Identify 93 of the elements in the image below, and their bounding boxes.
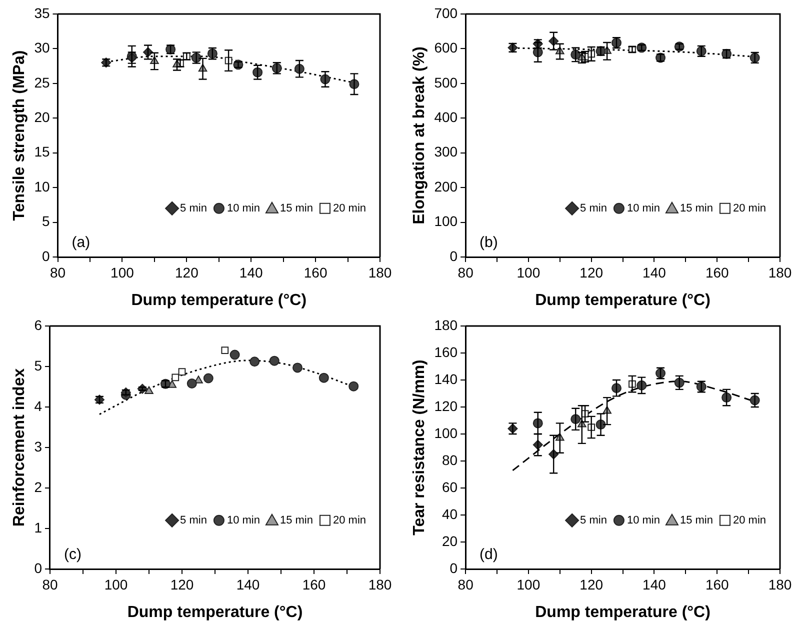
y-tick-label: 0 <box>450 560 458 576</box>
y-tick-label: 700 <box>434 4 458 21</box>
y-tick-label: 200 <box>434 178 458 194</box>
y-tick-label: 20 <box>34 109 50 125</box>
point <box>269 356 280 366</box>
y-tick-label: 100 <box>434 424 458 441</box>
x-tick-label: 180 <box>368 264 392 280</box>
y-tick-label: 35 <box>34 4 50 21</box>
y-tick-label: 3 <box>34 438 42 454</box>
x-tick-label: 180 <box>768 264 792 280</box>
x-tick-label: 180 <box>368 576 392 592</box>
y-axis-title: Tensile strength (MPa) <box>11 50 28 221</box>
point <box>292 362 302 373</box>
point <box>172 374 180 382</box>
legend-label: 15 min <box>280 514 313 526</box>
y-tick-label: 5 <box>42 213 50 230</box>
annotation: (d) <box>480 546 498 563</box>
x-tick-label: 160 <box>302 576 326 592</box>
y-tick-label: 400 <box>434 109 458 125</box>
x-tick-label: 120 <box>174 264 199 280</box>
y-tick-label: 160 <box>434 344 458 360</box>
y-tick-label: 25 <box>34 74 50 90</box>
point <box>348 381 359 392</box>
y-tick-label: 120 <box>434 398 458 414</box>
x-tick-label: 140 <box>239 264 263 280</box>
y-tick-label: 0 <box>450 248 458 264</box>
y-tick-label: 600 <box>434 40 458 56</box>
y-axis-title: Elongation at break (%) <box>411 46 428 224</box>
x-tick-label: 140 <box>236 576 260 592</box>
legend-label: 10 min <box>226 514 260 526</box>
x-tick-label: 100 <box>104 576 128 592</box>
y-tick-label: 30 <box>34 40 50 56</box>
y-axis-title: Reinforcement index <box>11 368 28 527</box>
y-tick-label: 10 <box>34 178 50 194</box>
x-axis-title: Dump temperature (°C) <box>535 604 710 621</box>
y-tick-label: 100 <box>434 213 458 230</box>
x-axis-title: Dump temperature (°C) <box>131 292 307 309</box>
point <box>318 372 329 383</box>
y-axis-title: Tear resistance (N/mm) <box>411 360 428 536</box>
legend-label: 5 min <box>180 202 207 214</box>
legend-label: 20 min <box>732 202 766 214</box>
y-tick-label: 180 <box>434 316 458 333</box>
y-tick-label: 0 <box>34 560 42 576</box>
legend-label: 10 min <box>226 202 260 214</box>
y-tick-label: 4 <box>34 398 42 414</box>
point <box>186 378 197 389</box>
x-tick-label: 120 <box>580 576 604 592</box>
annotation: (c) <box>64 546 82 563</box>
legend-label: 15 min <box>680 514 713 526</box>
x-axis-title: Dump temperature (°C) <box>535 292 710 309</box>
annotation: (b) <box>480 234 498 251</box>
x-tick-label: 160 <box>705 576 730 592</box>
x-tick-label: 180 <box>768 576 792 592</box>
legend-label: 5 min <box>580 514 607 526</box>
x-tick-label: 100 <box>516 576 540 592</box>
x-tick-label: 160 <box>304 264 328 280</box>
x-tick-label: 120 <box>170 576 194 592</box>
point <box>230 350 240 360</box>
x-tick-label: 100 <box>110 264 134 280</box>
x-axis-title: Dump temperature (°C) <box>127 604 303 621</box>
x-tick-label: 140 <box>642 264 666 280</box>
annotation: (a) <box>72 234 90 251</box>
legend-label: 20 min <box>332 514 366 526</box>
y-tick-label: 60 <box>442 478 458 495</box>
x-tick-label: 160 <box>705 264 730 280</box>
legend-label: 20 min <box>732 514 766 526</box>
point <box>221 346 229 354</box>
y-tick-label: 20 <box>442 532 458 549</box>
x-tick-label: 120 <box>580 264 604 280</box>
legend-label: 15 min <box>280 202 313 214</box>
x-tick-label: 100 <box>516 264 540 280</box>
y-tick-label: 0 <box>42 248 50 264</box>
y-tick-label: 6 <box>34 316 42 333</box>
y-tick-label: 2 <box>34 478 42 495</box>
y-tick-label: 5 <box>34 357 42 374</box>
y-tick-label: 80 <box>442 452 458 468</box>
x-tick-label: 140 <box>642 576 666 592</box>
legend-label: 5 min <box>180 514 207 526</box>
legend-label: 5 min <box>580 202 607 214</box>
y-tick-label: 1 <box>34 519 42 536</box>
y-tick-label: 500 <box>434 74 458 90</box>
point <box>144 386 154 394</box>
legend-label: 10 min <box>626 514 660 526</box>
legend-label: 10 min <box>626 202 660 214</box>
legend-label: 20 min <box>332 202 366 214</box>
point <box>178 368 186 376</box>
y-tick-label: 140 <box>434 370 458 387</box>
y-tick-label: 15 <box>34 144 50 160</box>
y-tick-label: 300 <box>434 144 458 160</box>
point <box>250 356 260 367</box>
legend-label: 15 min <box>680 202 713 214</box>
point <box>203 373 214 384</box>
y-tick-label: 40 <box>442 506 458 522</box>
